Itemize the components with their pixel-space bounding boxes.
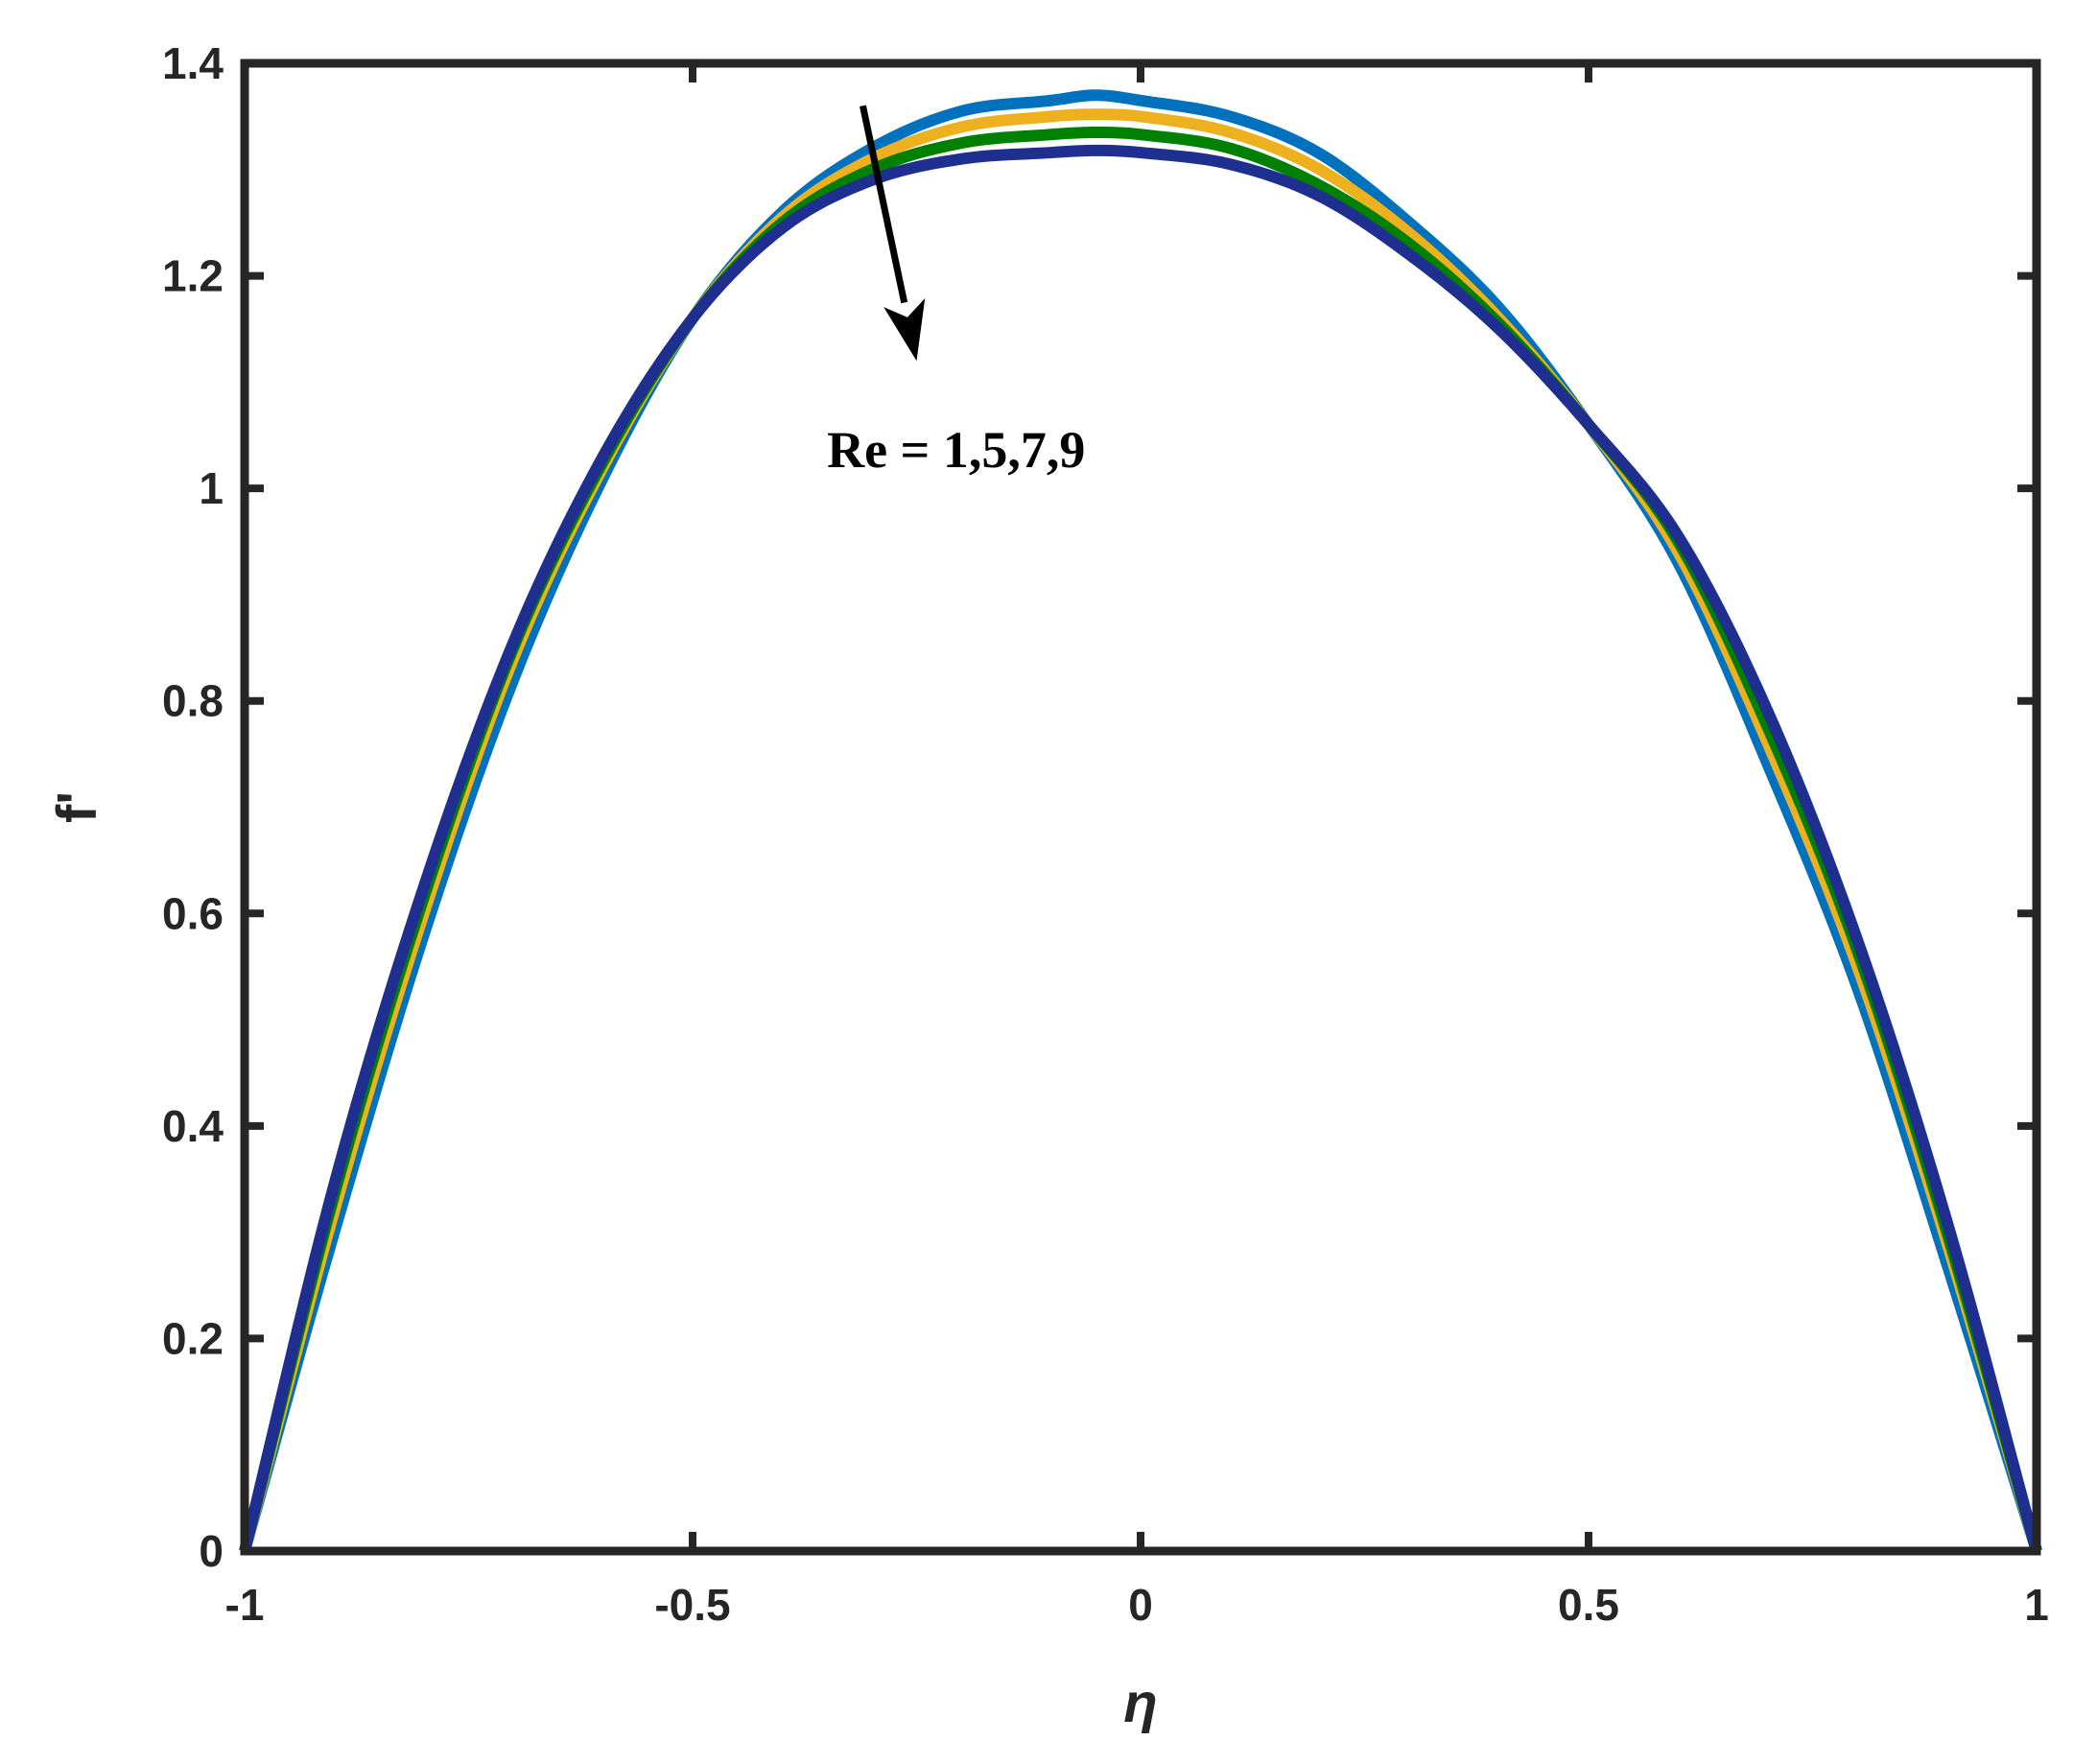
plot-area	[239, 89, 2042, 1553]
series-line-4	[239, 144, 2042, 1553]
y-tick-label: 0.2	[162, 1313, 224, 1363]
y-axis-label: f'	[46, 791, 108, 823]
y-tick-label: 0	[199, 1526, 224, 1576]
axes-box	[240, 59, 2041, 1556]
series-line-1	[239, 89, 2042, 1553]
annotation-arrowhead	[883, 297, 926, 362]
x-tick-label: 1	[2024, 1580, 2049, 1630]
x-tick-label: 0.5	[1558, 1580, 1619, 1630]
x-tick-label: -1	[225, 1580, 265, 1630]
x-tick-label: 0	[1128, 1580, 1153, 1630]
y-tick-label: 0.4	[162, 1101, 224, 1151]
y-tick-label: 1.4	[162, 38, 224, 88]
y-tick-label: 1	[199, 463, 224, 513]
annotation-arrow	[860, 105, 908, 304]
y-tick-label: 0.8	[162, 676, 224, 726]
x-axis-label: η	[1123, 1672, 1157, 1734]
y-tick-labels: 0 0.2 0.4 0.6 0.8 1 1.2 1.4	[162, 38, 224, 1576]
annotation-label: Re = 1,5,7,9	[827, 421, 1085, 479]
x-tick-labels: -1 -0.5 0 0.5 1	[225, 1580, 2049, 1630]
x-tick-label: -0.5	[654, 1580, 730, 1630]
y-tick-label: 1.2	[162, 251, 224, 301]
annotation-layer: Re = 1,5,7,9	[827, 105, 1085, 479]
y-tick-label: 0.6	[162, 888, 224, 938]
series-layer	[239, 89, 2042, 1553]
